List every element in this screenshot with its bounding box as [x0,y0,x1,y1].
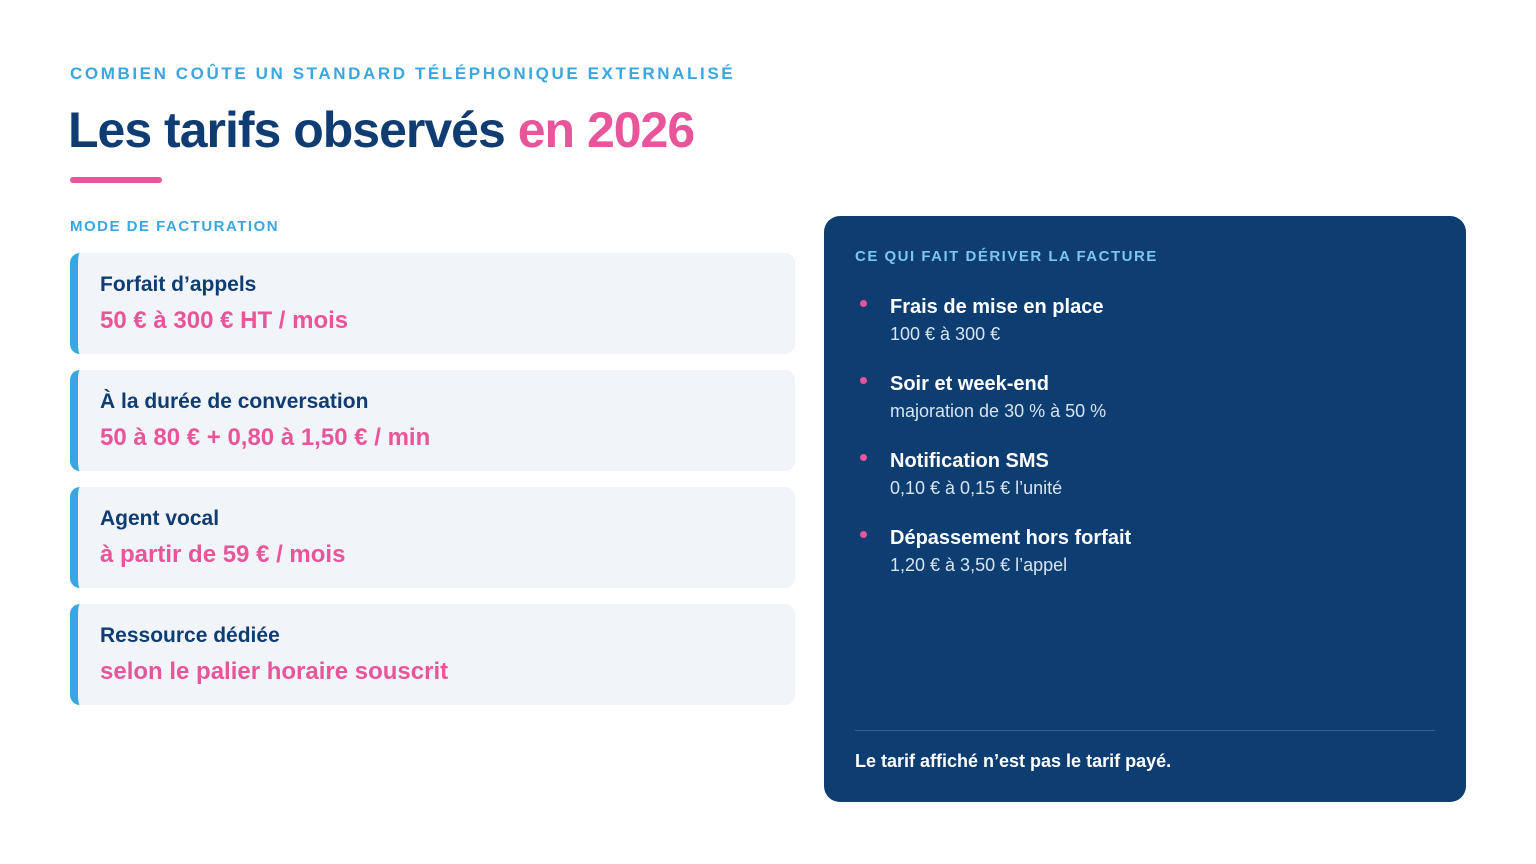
eyebrow-heading: COMBIEN COÛTE UN STANDARD TÉLÉPHONIQUE E… [70,64,736,83]
driver-name: Soir et week-end [890,373,1049,395]
billing-card-ressource: Ressource dédiée selon le palier horaire… [70,604,795,705]
page-title-accent: en 2026 [517,102,695,158]
title-underline [70,177,162,183]
billing-card-price: à partir de 59 € / mois [100,541,346,568]
drivers-section-label: CE QUI FAIT DÉRIVER LA FACTURE [855,248,1158,265]
billing-card-price: selon le palier horaire souscrit [100,658,449,685]
page-title-main: Les tarifs observés [68,102,506,158]
drivers-panel: CE QUI FAIT DÉRIVER LA FACTURE Frais de … [824,216,1466,802]
billing-card-duree: À la durée de conversation 50 à 80 € + 0… [70,370,795,471]
billing-card-name: Agent vocal [100,507,220,530]
driver-detail: 0,10 € à 0,15 € l’unité [890,478,1063,498]
driver-detail: majoration de 30 % à 50 % [890,401,1107,421]
bullet-dot-icon [860,454,867,461]
bullet-dot-icon [860,300,867,307]
panel-divider [855,730,1435,731]
driver-name: Notification SMS [890,450,1049,472]
billing-section-label: MODE DE FACTURATION [70,218,280,235]
billing-card-name: À la durée de conversation [100,390,369,413]
billing-card-name: Ressource dédiée [100,624,280,647]
panel-footnote: Le tarif affiché n’est pas le tarif payé… [855,751,1172,771]
driver-detail: 1,20 € à 3,50 € l’appel [890,555,1068,575]
driver-name: Frais de mise en place [890,296,1104,318]
driver-detail: 100 € à 300 € [890,324,1001,344]
bullet-dot-icon [860,531,867,538]
billing-card-price: 50 € à 300 € HT / mois [100,307,349,334]
billing-card-forfait: Forfait d’appels 50 € à 300 € HT / mois [70,253,795,354]
page-title: Les tarifs observés en 2026 [68,100,695,160]
driver-name: Dépassement hors forfait [890,527,1132,549]
billing-card-name: Forfait d’appels [100,273,257,296]
billing-card-price: 50 à 80 € + 0,80 à 1,50 € / min [100,424,431,451]
billing-card-agent-vocal: Agent vocal à partir de 59 € / mois [70,487,795,588]
bullet-dot-icon [860,377,867,384]
